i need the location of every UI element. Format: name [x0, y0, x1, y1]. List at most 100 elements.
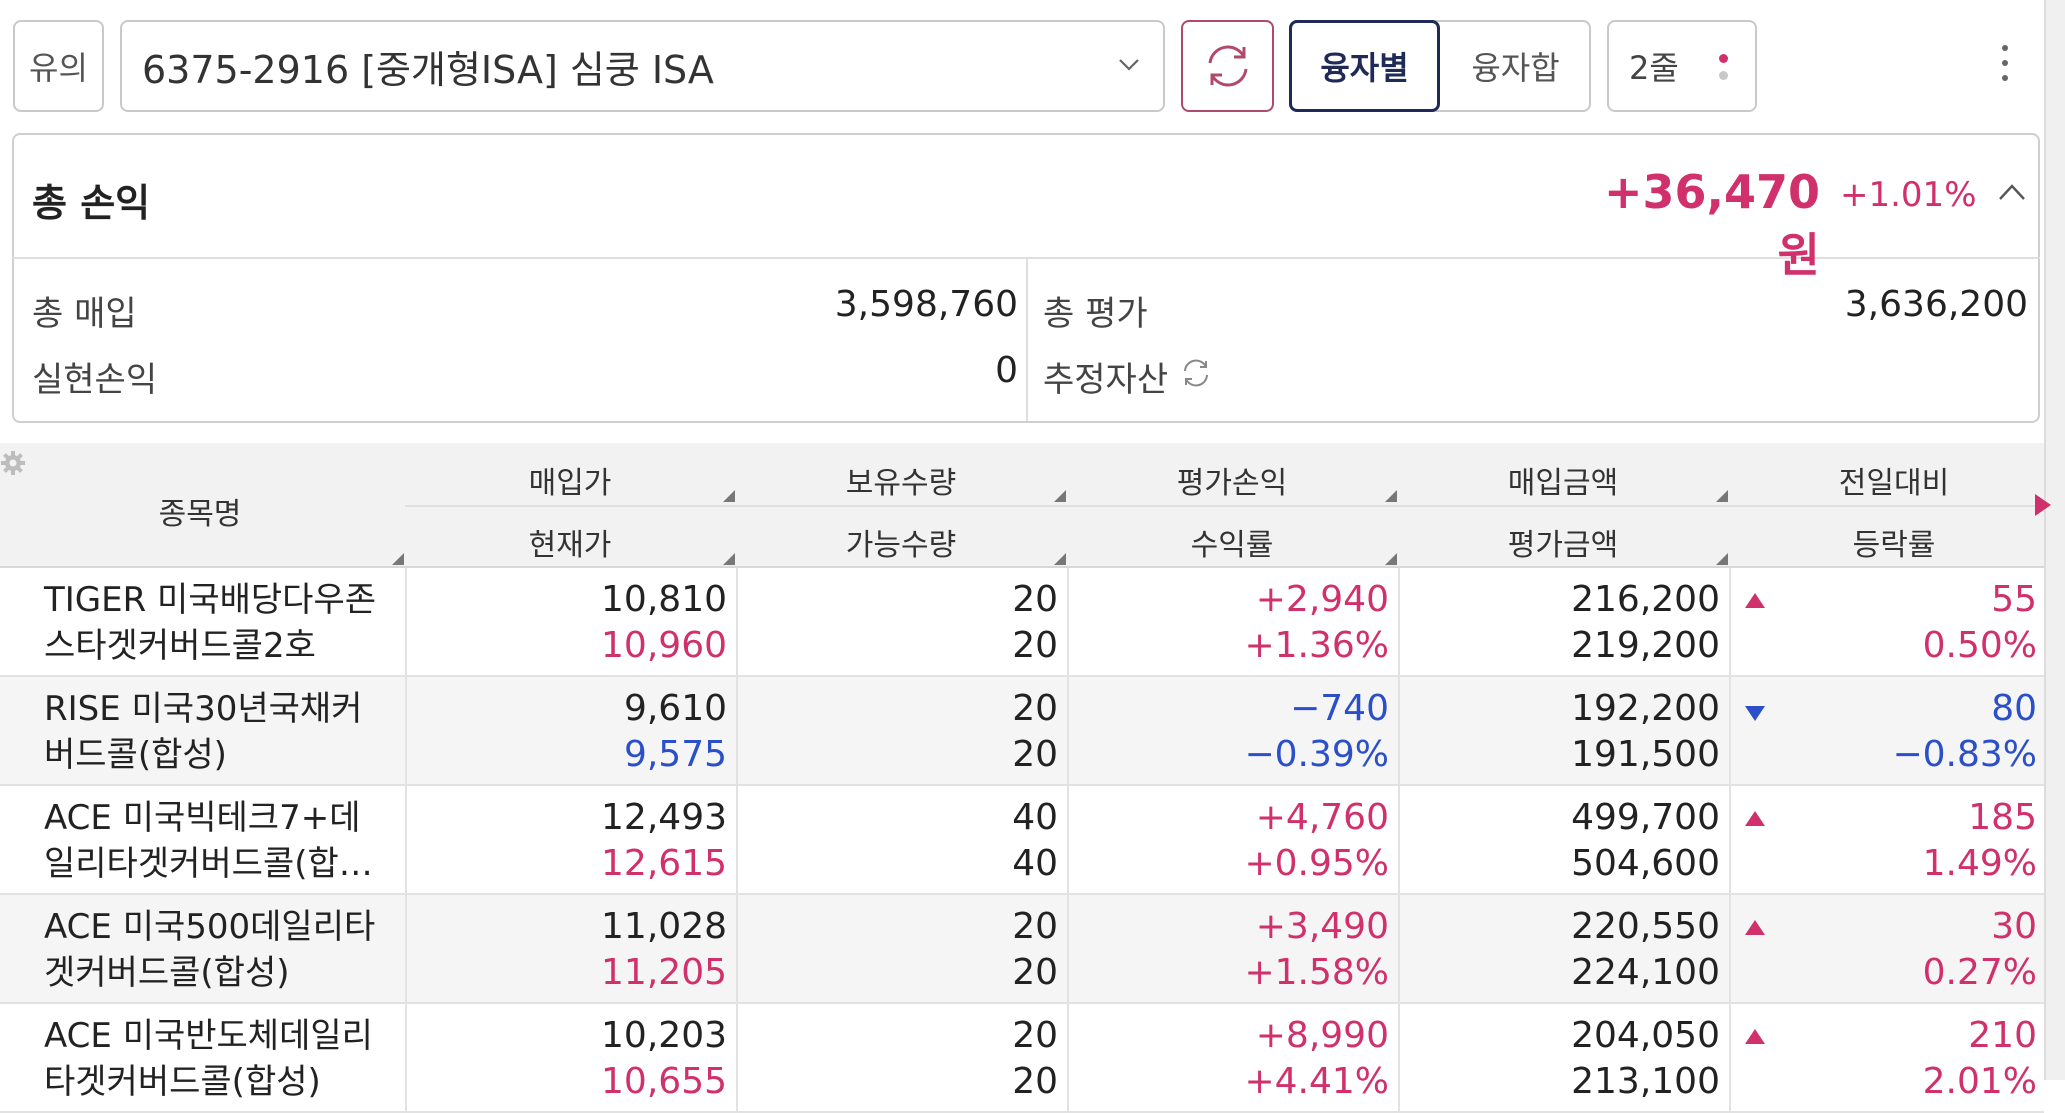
refresh-button[interactable]: [1181, 20, 1274, 112]
avail-qty: 20: [1012, 625, 1058, 666]
caution-button[interactable]: 유의: [13, 20, 104, 112]
eval-amount: 224,100: [1571, 952, 1720, 993]
buy-amount: 220,550: [1571, 906, 1720, 947]
avail-qty: 20: [1012, 1061, 1058, 1102]
hold-qty: 40: [1012, 797, 1058, 838]
change-rate: 2.01%: [1922, 1061, 2037, 1102]
total-eval-value: 3,636,200: [1844, 284, 2028, 325]
total-eval-label: 총 평가: [1043, 294, 1148, 334]
table-row[interactable]: [0, 568, 2044, 677]
table-row[interactable]: [0, 677, 2044, 786]
stock-name-line1: ACE 미국500데일리타: [44, 907, 376, 947]
realized-pl-label: 실현손익: [32, 360, 158, 400]
current-price: 10,960: [601, 625, 727, 666]
avail-qty: 20: [1012, 734, 1058, 775]
stock-name-line2: 타겟커버드콜(합성): [44, 1062, 321, 1102]
buy-amount: 204,050: [1571, 1015, 1720, 1056]
return-rate: +4.41%: [1244, 1061, 1389, 1102]
eval-pl: +8,990: [1255, 1015, 1389, 1056]
hold-qty: 20: [1012, 906, 1058, 947]
assets-refresh-icon[interactable]: [1180, 357, 1212, 389]
buy-price: 10,810: [601, 579, 727, 620]
eval-pl: +4,760: [1255, 797, 1389, 838]
account-select[interactable]: 6375-2916 [중개형ISA] 심쿵 ISA: [120, 20, 1165, 112]
scrollbar[interactable]: [2044, 0, 2065, 1080]
estimated-assets-label: 추정자산: [1043, 360, 1169, 400]
gear-icon[interactable]: [0, 450, 26, 476]
current-price: 12,615: [601, 843, 727, 884]
change-rate: 0.50%: [1922, 625, 2037, 666]
prev-diff: 210: [1968, 1015, 2037, 1056]
stock-name-line2: 일리타겟커버드콜(합…: [44, 844, 373, 884]
change-rate: 0.27%: [1922, 952, 2037, 993]
header-return-rate[interactable]: 수익률: [1190, 528, 1274, 563]
header-buy-price[interactable]: 매입가: [528, 466, 612, 501]
stock-name-line1: ACE 미국빅테크7+데: [44, 798, 361, 838]
change-rate: 1.49%: [1922, 843, 2037, 884]
header-eval-amount[interactable]: 평가금액: [1507, 528, 1619, 563]
row-lines-label: 2줄: [1629, 49, 1679, 87]
avail-qty: 20: [1012, 952, 1058, 993]
buy-price: 9,610: [623, 688, 727, 729]
current-price: 11,205: [601, 952, 727, 993]
scroll-right-arrow-icon[interactable]: [2035, 494, 2051, 516]
buy-amount: 499,700: [1571, 797, 1720, 838]
hold-qty: 20: [1012, 688, 1058, 729]
stock-name-line2: 버드콜(합성): [44, 735, 227, 775]
eval-pl: +2,940: [1255, 579, 1389, 620]
eval-amount: 219,200: [1571, 625, 1720, 666]
return-rate: +1.58%: [1244, 952, 1389, 993]
prev-diff: 30: [1991, 906, 2037, 947]
more-menu-icon[interactable]: [1995, 45, 2015, 89]
buy-price: 10,203: [601, 1015, 727, 1056]
prev-diff: 80: [1991, 688, 2037, 729]
buy-amount: 192,200: [1571, 688, 1720, 729]
stock-name-line2: 겟커버드콜(합성): [44, 953, 290, 993]
hold-qty: 20: [1012, 579, 1058, 620]
chevron-down-icon: [1119, 59, 1139, 71]
account-select-label: 6375-2916 [중개형ISA] 심쿵 ISA: [142, 47, 714, 92]
table-row[interactable]: [0, 786, 2044, 895]
buy-price: 11,028: [601, 906, 727, 947]
segment-loan-combined[interactable]: 융자합: [1471, 49, 1560, 87]
header-avail-qty[interactable]: 가능수량: [845, 528, 957, 563]
header-cur-price[interactable]: 현재가: [528, 528, 612, 563]
return-rate: +1.36%: [1244, 625, 1389, 666]
header-name[interactable]: 종목명: [158, 497, 242, 532]
sort-indicator-icon: [723, 490, 735, 502]
return-rate: −0.39%: [1244, 734, 1389, 775]
return-rate: +0.95%: [1244, 843, 1389, 884]
collapse-caret-icon[interactable]: [1998, 182, 2026, 202]
prev-diff: 185: [1968, 797, 2037, 838]
stock-name-line2: 스타겟커버드콜2호: [44, 626, 316, 666]
buy-amount: 216,200: [1571, 579, 1720, 620]
total-buy-value: 3,598,760: [834, 284, 1018, 325]
stock-name-line1: ACE 미국반도체데일리: [44, 1016, 373, 1056]
stock-name-line1: TIGER 미국배당다우존: [44, 580, 377, 620]
header-change-rate[interactable]: 등락률: [1852, 528, 1936, 563]
header-hold-qty[interactable]: 보유수량: [845, 466, 957, 501]
total-pl-percent: +1.01%: [1840, 175, 1977, 215]
avail-qty: 40: [1012, 843, 1058, 884]
total-pl-value: +36,470원: [1603, 165, 1820, 282]
summary-header[interactable]: [12, 133, 2040, 259]
total-pl-label: 총 손익: [32, 181, 151, 225]
up-triangle-icon: [1745, 1029, 1765, 1044]
stock-name-line1: RISE 미국30년국채커: [44, 689, 363, 729]
down-triangle-icon: [1745, 706, 1765, 721]
current-price: 9,575: [623, 734, 727, 775]
total-buy-label: 총 매입: [32, 294, 137, 334]
up-triangle-icon: [1745, 811, 1765, 826]
dots-indicator-icon: [1719, 54, 1728, 63]
eval-pl: −740: [1290, 688, 1389, 729]
table-row[interactable]: [0, 895, 2044, 1004]
segment-loan-separate[interactable]: 융자별: [1289, 20, 1440, 112]
header-prev-diff[interactable]: 전일대비: [1838, 466, 1950, 501]
header-eval-pl[interactable]: 평가손익: [1176, 466, 1288, 501]
eval-amount: 191,500: [1571, 734, 1720, 775]
header-buy-amount[interactable]: 매입금액: [1507, 466, 1619, 501]
change-rate: −0.83%: [1892, 734, 2037, 775]
realized-pl-value: 0: [995, 350, 1018, 391]
buy-price: 12,493: [601, 797, 727, 838]
row-lines-select[interactable]: 2줄: [1607, 20, 1757, 112]
